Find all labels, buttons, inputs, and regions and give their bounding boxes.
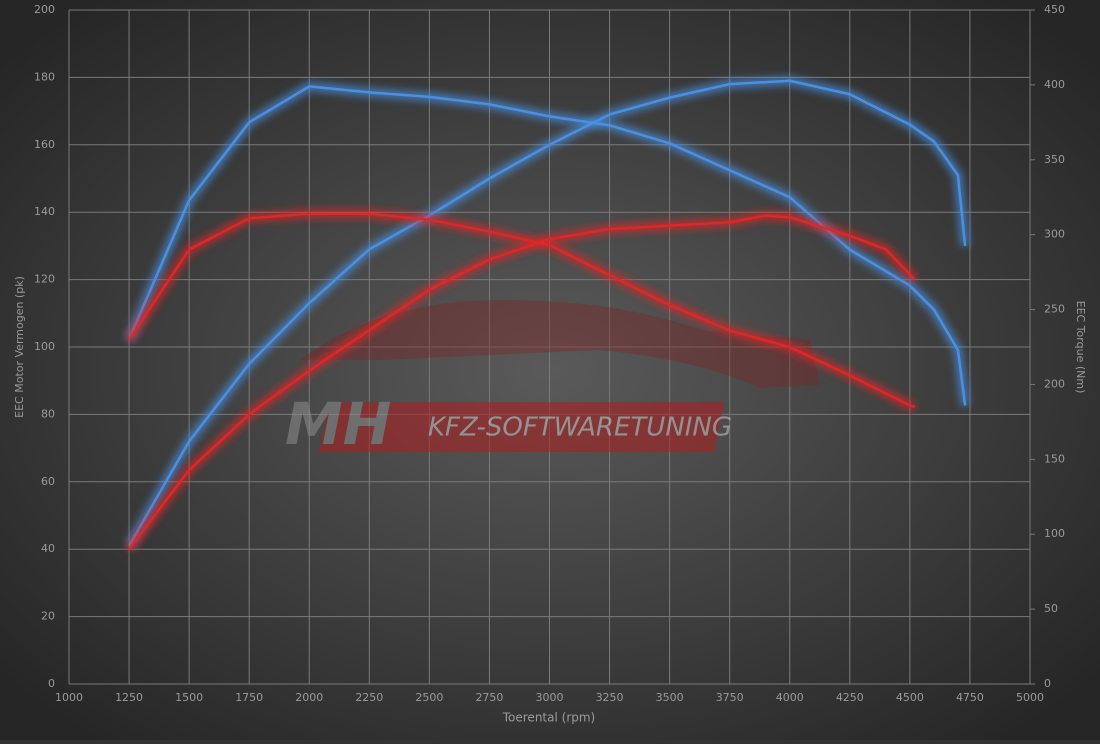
x-tick-label: 4250 <box>836 691 864 704</box>
x-tick-label: 1750 <box>235 691 263 704</box>
x-tick-label: 1000 <box>55 691 83 704</box>
x-tick-label: 3250 <box>596 691 624 704</box>
y-tick-label: 180 <box>34 70 55 83</box>
y2-tick-label: 50 <box>1044 602 1058 615</box>
series-line <box>128 212 916 409</box>
x-tick-label: 4500 <box>896 691 924 704</box>
x-tick-label: 2750 <box>475 691 503 704</box>
x-tick-label: 3000 <box>536 691 564 704</box>
x-tick-label: 1250 <box>115 691 143 704</box>
x-tick-label: 4750 <box>956 691 984 704</box>
y-tick-label: 20 <box>41 610 55 623</box>
y-axis-label: EEC Motor Vermogen (pk) <box>13 276 26 418</box>
y2-tick-label: 250 <box>1044 303 1065 316</box>
y-tick-label: 0 <box>48 677 55 690</box>
y-tick-label: 140 <box>34 205 55 218</box>
series-line <box>127 85 967 406</box>
y2-tick-label: 300 <box>1044 228 1065 241</box>
y2-tick-label: 400 <box>1044 78 1065 91</box>
series-line <box>127 79 967 547</box>
y-tick-label: 80 <box>41 407 55 420</box>
x-tick-label: 1500 <box>175 691 203 704</box>
y2-tick-label: 200 <box>1044 377 1065 390</box>
y-tick-label: 160 <box>34 138 55 151</box>
watermark-text: MH <box>285 390 391 458</box>
y2-tick-label: 350 <box>1044 153 1065 166</box>
x-tick-label: 2500 <box>415 691 443 704</box>
y2-axis-label: EEC Torque (Nm) <box>1074 301 1087 394</box>
y2-tick-label: 100 <box>1044 527 1065 540</box>
x-tick-label: 3750 <box>716 691 744 704</box>
watermark-car <box>300 300 820 388</box>
watermark-text: KFZ-SOFTWARETUNING <box>428 413 732 443</box>
y2-tick-label: 150 <box>1044 452 1065 465</box>
series-line <box>128 214 916 550</box>
watermark: MH KFZ-SOFTWARETUNING <box>285 300 820 458</box>
x-tick-label: 5000 <box>1016 691 1044 704</box>
y-tick-label: 40 <box>41 542 55 555</box>
x-tick-label: 4000 <box>776 691 804 704</box>
x-tick-label: 2000 <box>295 691 323 704</box>
x-tick-label: 3500 <box>656 691 684 704</box>
y-tick-label: 120 <box>34 273 55 286</box>
y2-tick-label: 0 <box>1044 677 1051 690</box>
x-axis-label: Toerental (rpm) <box>502 711 595 725</box>
y-tick-label: 200 <box>34 3 55 16</box>
watermark-band <box>318 402 725 452</box>
x-tick-label: 2250 <box>355 691 383 704</box>
y-tick-label: 100 <box>34 340 55 353</box>
y2-tick-label: 450 <box>1044 3 1065 16</box>
y-tick-label: 60 <box>41 475 55 488</box>
